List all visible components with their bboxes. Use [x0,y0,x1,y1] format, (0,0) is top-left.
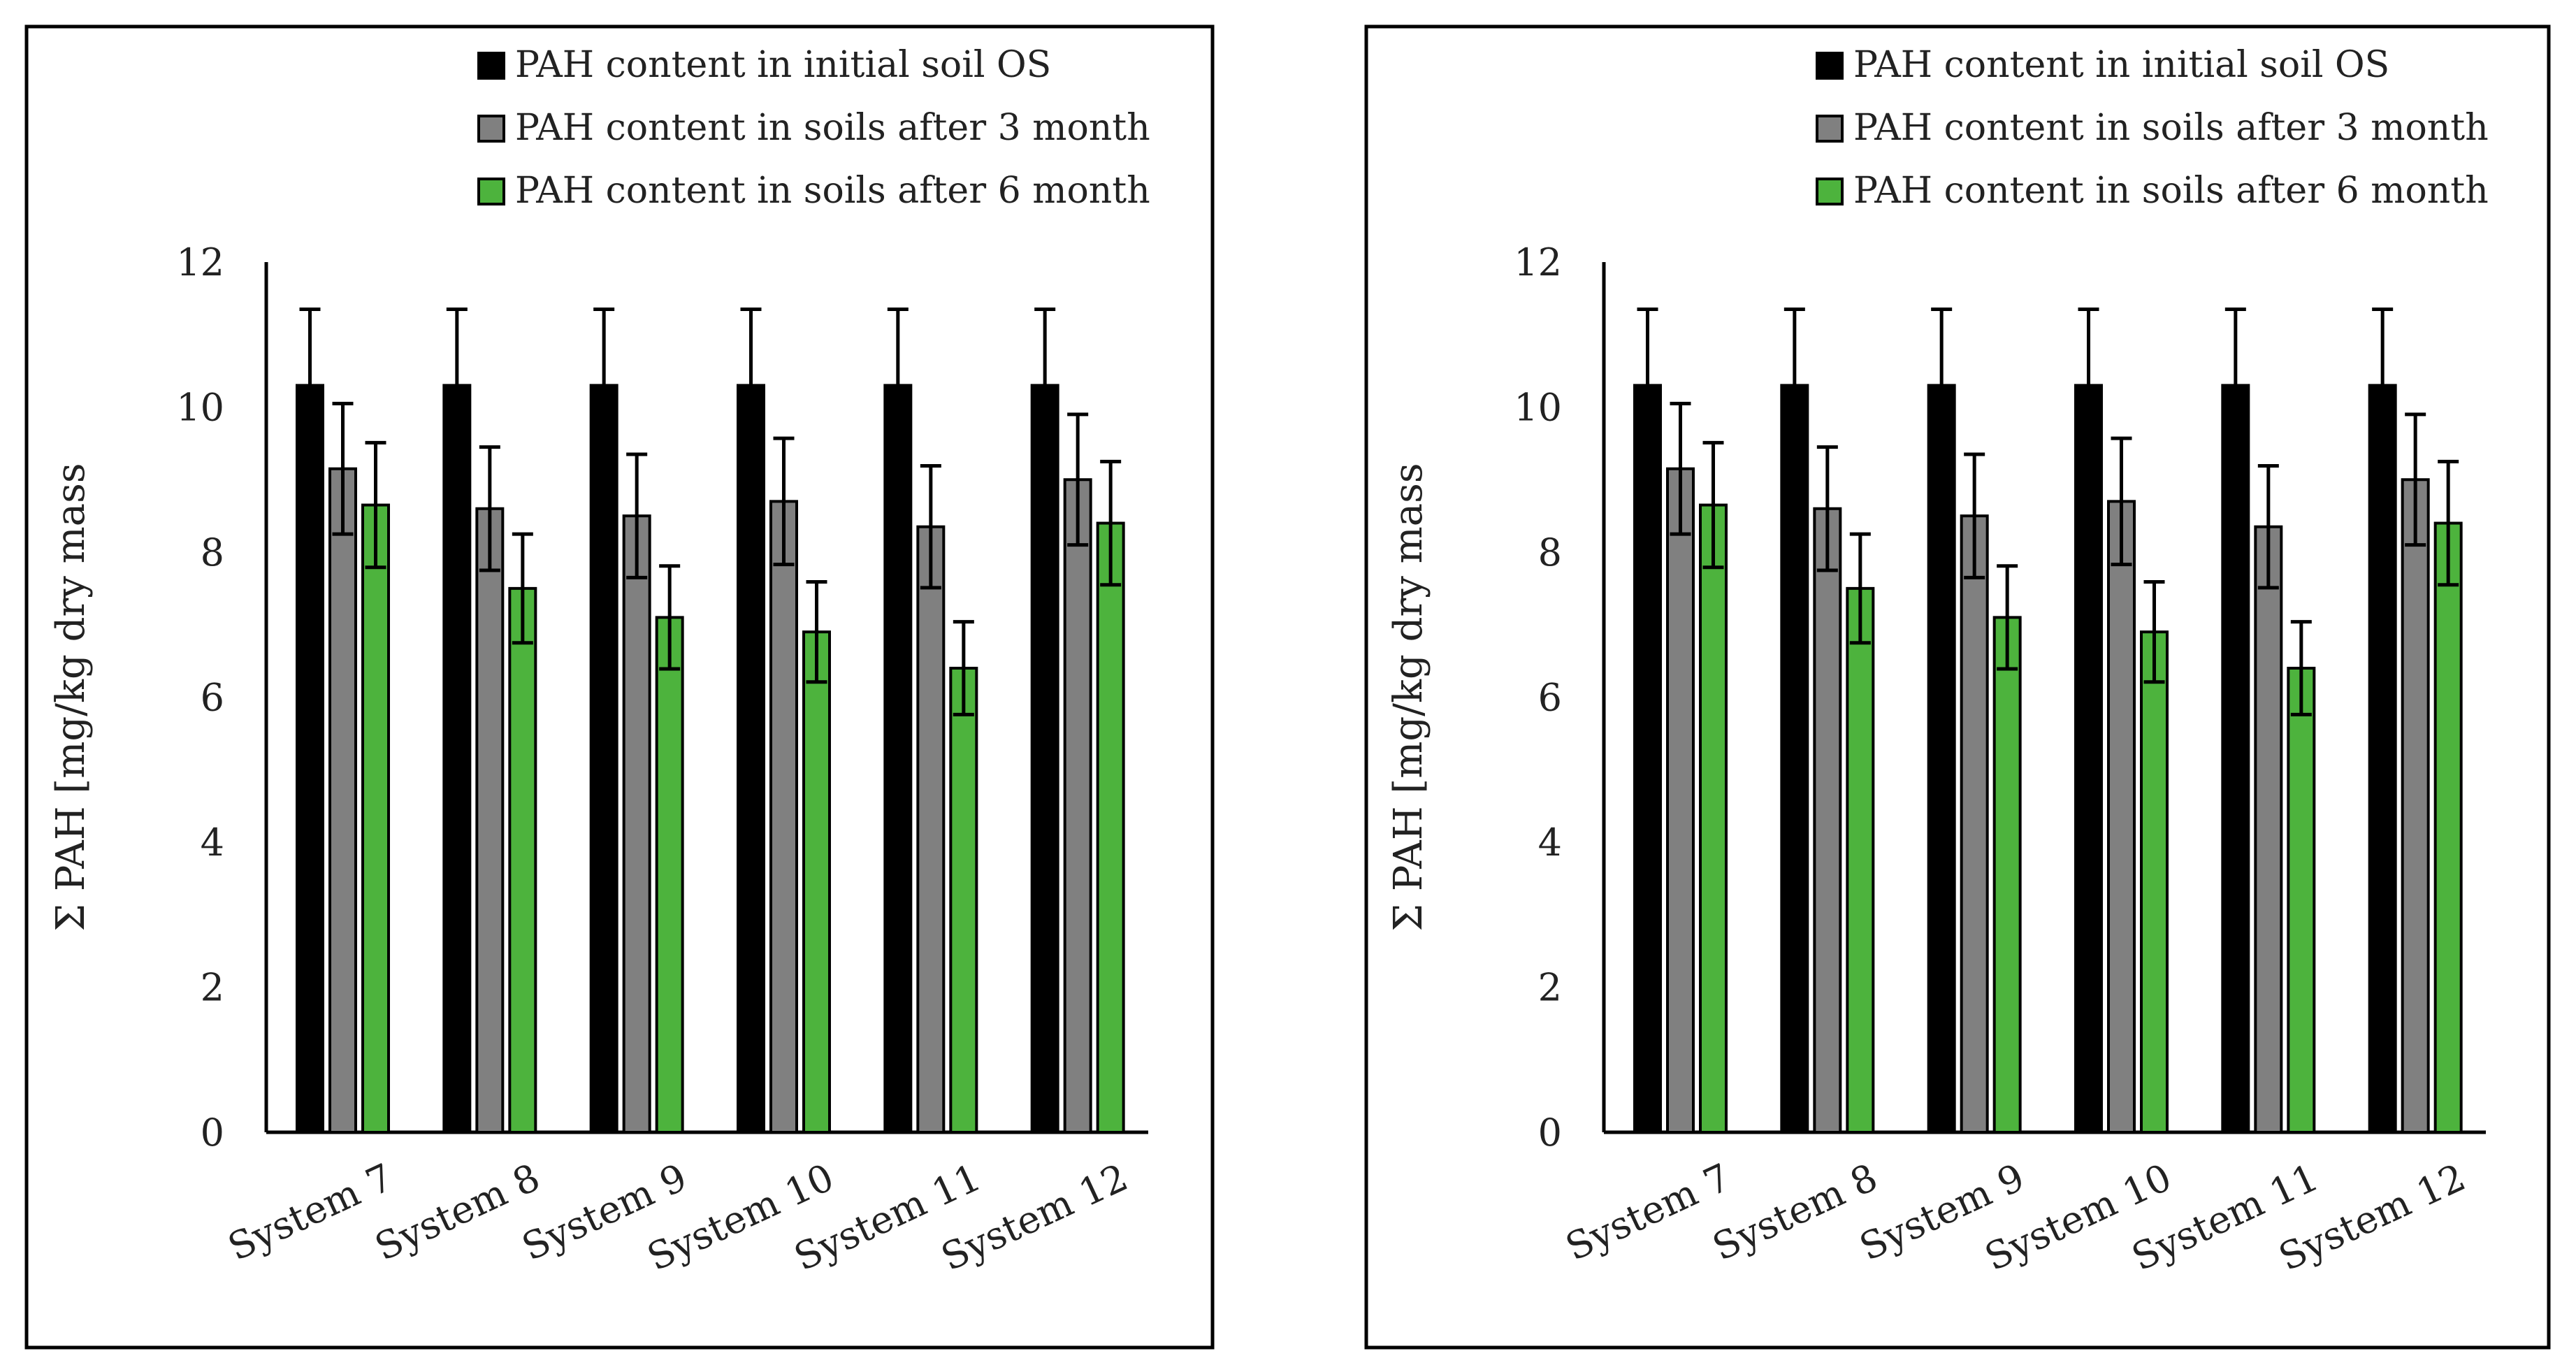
left-y-tick-label: 2 [201,966,224,1010]
left-bar-system-8-series-2 [475,507,505,1134]
right-bar-system-10-series-1 [2074,384,2103,1134]
right-y-tick-label: 12 [1514,240,1562,284]
right-bar-system-12-series-2 [2401,478,2430,1134]
right-bar-system-8-series-2 [1813,507,1842,1134]
right-bar-system-7-series-3 [1699,503,1728,1134]
left-y-axis-title: Σ PAH [mg/kg dry mass [48,463,94,931]
left-y-tick-label: 4 [201,821,224,865]
right-bar-system-10-series-3 [2140,630,2169,1134]
left-bar-system-7-series-1 [296,384,324,1134]
left-y-tick-label: 10 [176,386,224,430]
left-bar-system-8-series-1 [442,384,472,1134]
right-bar-system-9-series-1 [1927,384,1956,1134]
right-bar-system-12-series-1 [2368,384,2397,1134]
left-bar-system-12-series-3 [1096,521,1125,1134]
right-legend-swatch-2 [1816,115,1844,143]
left-y-tick-label: 12 [176,240,224,284]
left-bar-system-8-series-3 [508,586,537,1134]
right-bar-system-8-series-3 [1846,586,1875,1134]
left-bar-system-12-series-1 [1030,384,1059,1134]
left-y-tick-label: 8 [201,530,224,575]
left-bar-system-7-series-2 [328,467,357,1134]
right-y-tick-label: 8 [1538,530,1562,575]
left-chart-frame [24,24,1215,1350]
right-legend-label-2: PAH content in soils after 3 month [1853,107,2489,149]
right-bar-system-10-series-2 [2107,500,2136,1134]
left-bar-system-9-series-1 [589,384,618,1134]
right-bar-system-9-series-3 [1992,616,2022,1134]
left-bar-system-12-series-2 [1063,478,1092,1134]
right-y-tick-label: 0 [1538,1111,1562,1155]
left-legend-swatch-3 [477,178,505,205]
left-legend-swatch-2 [477,115,505,143]
left-bar-system-10-series-2 [769,500,798,1134]
left-legend-label-3: PAH content in soils after 6 month [515,170,1150,212]
left-legend-label-2: PAH content in soils after 3 month [515,107,1150,149]
left-bar-system-10-series-1 [737,384,765,1134]
right-bar-system-8-series-1 [1780,384,1809,1134]
left-legend-label-1: PAH content in initial soil OS [515,44,1051,86]
left-bar-system-10-series-3 [802,630,831,1134]
right-legend-swatch-1 [1816,52,1844,80]
right-bar-system-11-series-3 [2287,667,2316,1134]
left-y-tick-label: 0 [201,1111,224,1155]
left-legend-swatch-1 [477,52,505,80]
left-y-tick-label: 6 [201,676,224,720]
left-bar-system-11-series-3 [949,667,978,1134]
right-legend-swatch-3 [1816,178,1844,205]
left-bar-system-7-series-3 [361,503,390,1134]
right-bar-system-7-series-2 [1666,467,1695,1134]
right-y-tick-label: 2 [1538,966,1562,1010]
left-bar-system-11-series-1 [883,384,913,1134]
right-bar-system-7-series-1 [1633,384,1662,1134]
right-y-tick-label: 6 [1538,676,1562,720]
right-bar-system-12-series-3 [2433,521,2463,1134]
left-bar-system-9-series-2 [622,514,651,1134]
left-bar-system-9-series-3 [655,616,684,1134]
right-bar-system-9-series-2 [1960,514,1989,1134]
right-y-axis-title: Σ PAH [mg/kg dry mass [1386,463,1431,931]
right-y-tick-label: 4 [1538,821,1562,865]
right-y-tick-label: 10 [1514,386,1562,430]
right-chart-frame [1364,24,2551,1350]
left-bar-system-11-series-2 [916,525,946,1134]
right-bar-system-11-series-2 [2254,525,2283,1134]
right-legend-label-1: PAH content in initial soil OS [1853,44,2389,86]
right-legend-label-3: PAH content in soils after 6 month [1853,170,2489,212]
right-bar-system-11-series-1 [2221,384,2250,1134]
